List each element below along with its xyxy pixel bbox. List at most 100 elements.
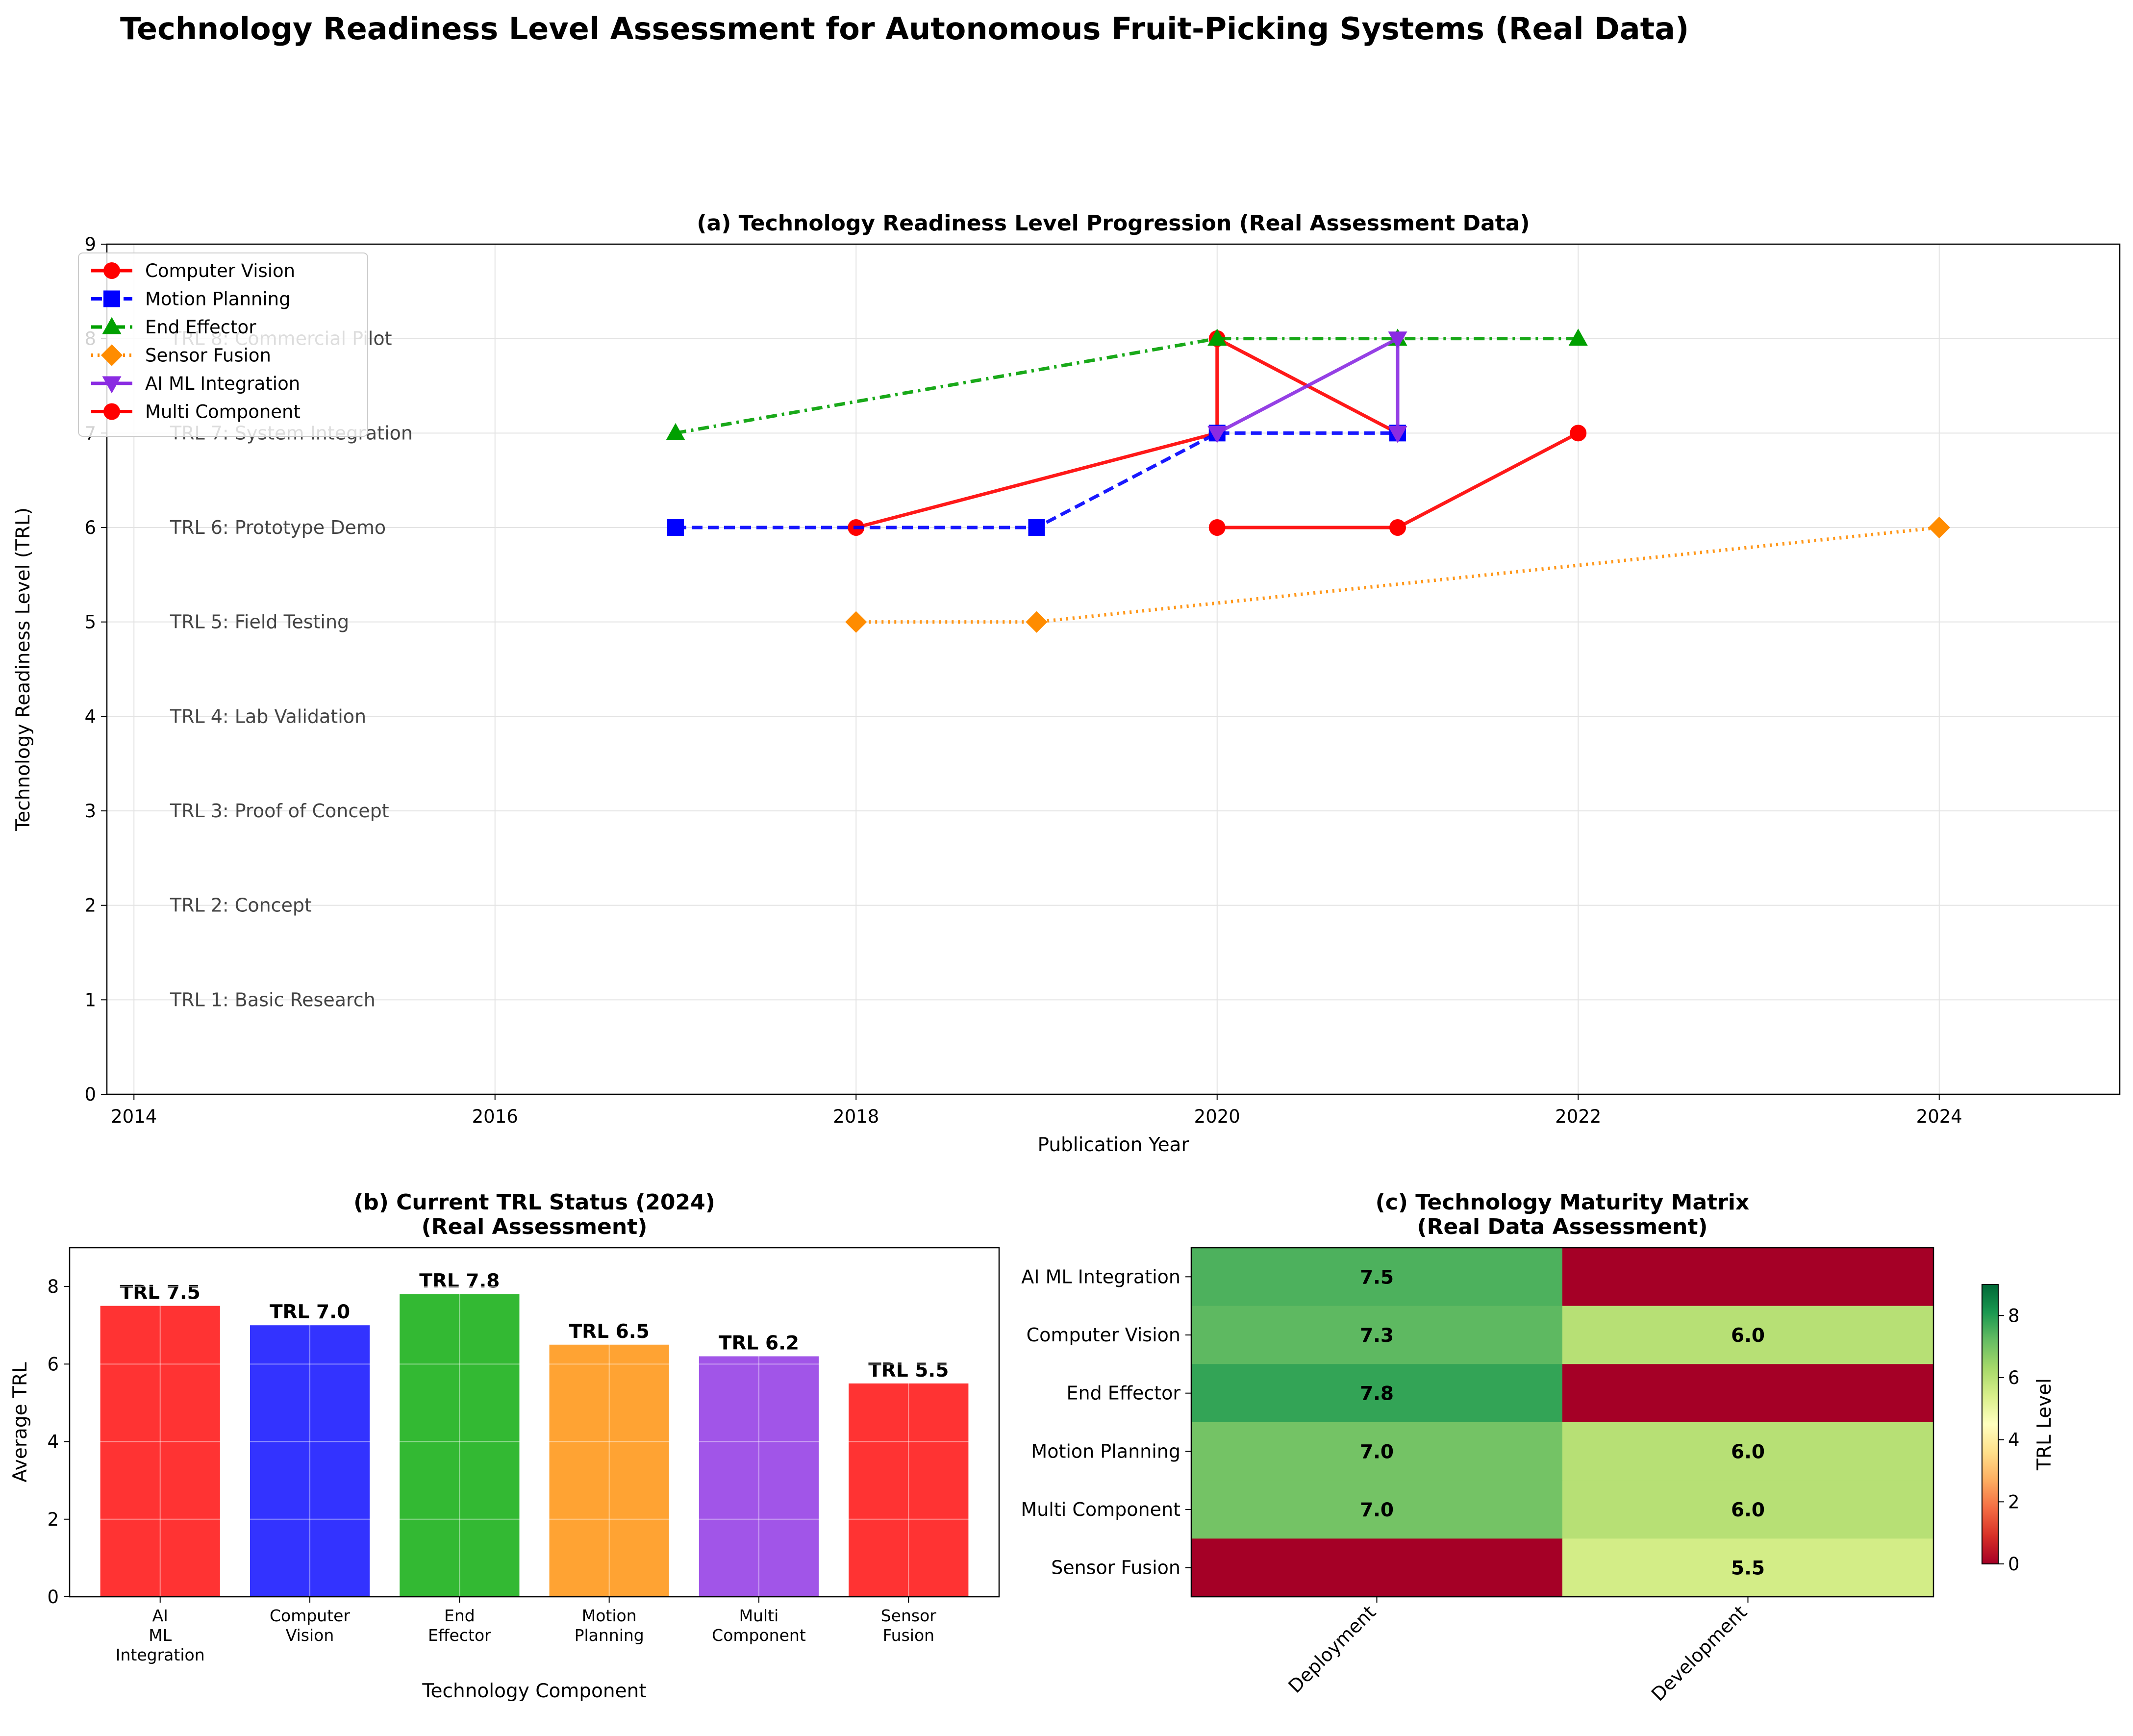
row-label-motion-planning: Motion Planning <box>1031 1440 1180 1462</box>
x-tick-label-line-1: Fusion <box>883 1626 935 1645</box>
trl-level-label: TRL 6: Prototype Demo <box>170 517 386 538</box>
legend-box <box>78 252 368 437</box>
cell-ai-ml-integration-development <box>1562 1248 1934 1307</box>
cell-label: 7.0 <box>1360 1499 1394 1521</box>
legend-swatch-marker <box>103 262 120 279</box>
x-tick-label-line-0: Computer <box>270 1606 350 1625</box>
x-tick-label-line-0: Motion <box>582 1606 637 1625</box>
bar-computer-vision <box>250 1325 370 1597</box>
ai-ml-integration-point <box>1388 426 1407 443</box>
bar-data-label: TRL 7.0 <box>270 1301 350 1323</box>
end-effector-line <box>675 337 1579 435</box>
ai-ml-integration-point <box>1207 426 1227 443</box>
legend-label-computer-vision: Computer Vision <box>145 260 295 281</box>
x-tick-label-line-1: Effector <box>428 1626 491 1645</box>
y-tick-label: 2 <box>47 1509 59 1530</box>
x-tick-label: 2018 <box>833 1106 879 1127</box>
y-axis-label: Average TRL <box>9 1362 31 1482</box>
trl-level-label: TRL 2: Concept <box>170 895 312 916</box>
bar-data-label: TRL 5.5 <box>868 1359 949 1382</box>
chart-c-title-line-0: (c) Technology Maturity Matrix <box>1376 1190 1750 1215</box>
bar-end-effector <box>400 1294 520 1597</box>
cell-label: 7.0 <box>1360 1441 1394 1463</box>
bar-data-label: TRL 7.8 <box>419 1270 500 1292</box>
x-tick-label: 2024 <box>1916 1106 1962 1127</box>
colorbar-tick-label: 8 <box>2008 1305 2020 1326</box>
multi-component-point <box>1389 519 1406 536</box>
cell-motion-planning-deployment <box>1191 1422 1563 1481</box>
y-tick-label: 1 <box>84 989 96 1010</box>
x-tick-label: 2016 <box>472 1106 518 1127</box>
motion-planning-point <box>1028 519 1045 536</box>
y-tick-label: 4 <box>47 1432 59 1453</box>
row-label-sensor-fusion: Sensor Fusion <box>1051 1557 1180 1579</box>
heatmap-frame <box>1190 1247 1934 1598</box>
x-tick-label-line-0: Multi <box>739 1606 779 1625</box>
end-effector-point <box>666 423 685 440</box>
x-tick-label-line-0: End <box>444 1606 475 1625</box>
bar-ai-ml-integration <box>100 1306 220 1597</box>
cell-motion-planning-development <box>1562 1422 1934 1481</box>
colorbar-tick-label: 4 <box>2008 1430 2020 1451</box>
cell-computer-vision-deployment <box>1191 1306 1563 1364</box>
column-label-development: Development <box>1647 1601 1751 1705</box>
cell-end-effector-development <box>1562 1364 1934 1423</box>
legend: Computer Vision Motion Planning End Effect… <box>78 252 368 437</box>
row-label-ai-ml-integration: AI ML Integration <box>1021 1266 1180 1287</box>
sensor-fusion-line <box>856 526 1940 624</box>
bar-sensor-fusion <box>849 1383 969 1597</box>
row-label-computer-vision: Computer Vision <box>1027 1324 1180 1346</box>
legend-label-ai-ml-integration: AI ML Integration <box>145 373 300 394</box>
cell-multi-component-deployment <box>1191 1480 1563 1539</box>
x-tick-label-line-0: AI <box>152 1606 168 1625</box>
bar-data-label: TRL 6.5 <box>569 1321 650 1343</box>
cell-sensor-fusion-development <box>1562 1538 1934 1597</box>
bar-data-label: TRL 7.5 <box>120 1282 201 1304</box>
legend-swatch-marker <box>102 376 122 394</box>
figure-title: Technology Readiness Level Assessment fo… <box>120 11 1689 47</box>
cell-multi-component-development <box>1562 1480 1934 1539</box>
colorbar-tick-label: 0 <box>2008 1554 2020 1575</box>
legend-swatch-marker <box>103 403 120 420</box>
maturity-matrix-heatmap: 7.5 7.3 6.0 7.8 7.0 6.0 7.0 6.0 5.5 AI ML Integra… <box>1021 1190 2056 1705</box>
x-axis-label: Technology Component <box>422 1680 646 1702</box>
chart-c-title-line-1: (Real Data Assessment) <box>1417 1214 1708 1239</box>
x-tick-label-line-1: Vision <box>286 1626 334 1645</box>
x-tick-label-line-1: ML <box>149 1626 172 1645</box>
row-label-multi-component: Multi Component <box>1021 1499 1180 1520</box>
trl-level-label: TRL 1: Basic Research <box>170 989 376 1010</box>
x-axis-label: Publication Year <box>1038 1134 1190 1156</box>
multi-component-point <box>1570 425 1587 442</box>
x-tick-label: 2020 <box>1194 1106 1240 1127</box>
colorbar-tick-label: 2 <box>2008 1491 2020 1512</box>
colorbar-tick-label: 6 <box>2008 1367 2020 1388</box>
legend-label-motion-planning: Motion Planning <box>145 289 291 310</box>
cell-computer-vision-development <box>1562 1306 1934 1364</box>
trl-level-label: TRL 4: Lab Validation <box>170 705 366 727</box>
cell-sensor-fusion-deployment <box>1191 1538 1563 1597</box>
sensor-fusion-point <box>845 611 867 633</box>
chart-b-title-line-1: (Real Assessment) <box>422 1214 648 1239</box>
motion-planning-line <box>675 431 1398 529</box>
trl-progression-chart: 2014201620182020202220240123456789TRL 1:… <box>12 211 2121 1156</box>
y-tick-label: 0 <box>47 1586 59 1608</box>
legend-swatch-marker <box>102 317 122 334</box>
y-axis-label: Technology Readiness Level (TRL) <box>12 507 34 831</box>
end-effector-point <box>1568 328 1588 346</box>
x-tick-label-line-0: Sensor <box>881 1606 937 1625</box>
cell-label: 6.0 <box>1731 1499 1765 1521</box>
x-tick-label: 2014 <box>111 1106 157 1127</box>
y-tick-label: 9 <box>84 234 96 255</box>
plot-frame <box>106 243 2121 1095</box>
y-tick-label: 4 <box>84 706 96 727</box>
cell-label: 5.5 <box>1731 1558 1765 1580</box>
y-tick-label: 6 <box>47 1354 59 1375</box>
y-tick-label: 2 <box>84 895 96 916</box>
y-tick-label: 6 <box>84 517 96 538</box>
colorbar-label: TRL Level <box>2033 1378 2056 1471</box>
multi-component-line <box>1217 431 1579 529</box>
column-label-deployment: Deployment <box>1284 1601 1380 1697</box>
x-tick-label-line-1: Component <box>712 1626 806 1645</box>
